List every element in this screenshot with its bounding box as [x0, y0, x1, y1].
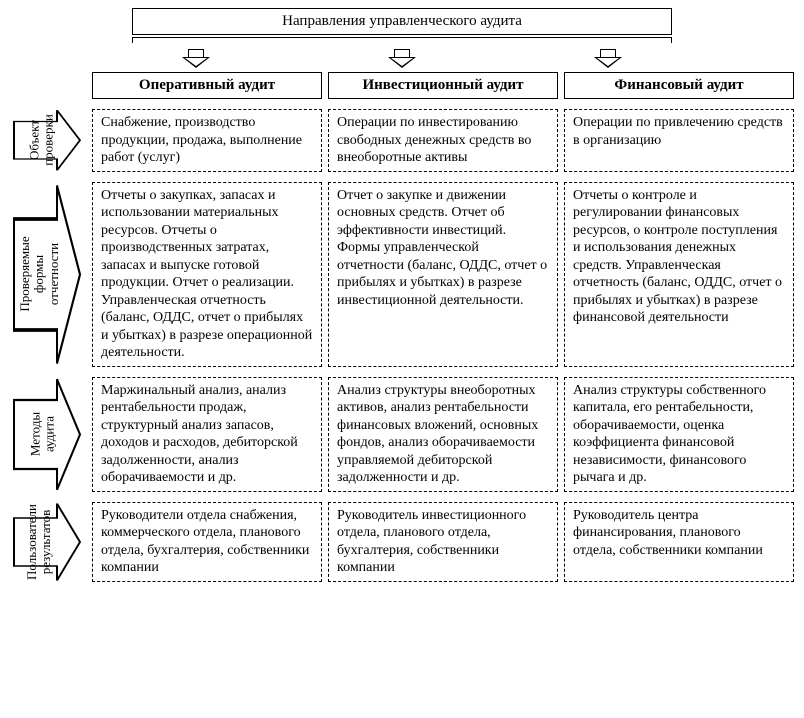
- cell: Руководитель инвестиционного отдела, пла…: [328, 502, 558, 582]
- cell: Отчеты о контроле и регулировании финанс…: [564, 182, 794, 367]
- cell: Анализ структуры внеоборотных активов, а…: [328, 377, 558, 492]
- chevron-down-icon: [388, 49, 416, 68]
- chevron-down-icon: [594, 49, 622, 68]
- cell: Руководитель центра финансирования, план…: [564, 502, 794, 582]
- row-label: Методыаудита: [8, 377, 86, 492]
- cell: Операции по привлечению средств в органи…: [564, 109, 794, 172]
- cell: Отчеты о закупках, запасах и использован…: [92, 182, 322, 367]
- title-bracket: [132, 37, 672, 49]
- row-label-text: Методыаудита: [28, 412, 57, 456]
- cell: Снабжение, производство продукции, прода…: [92, 109, 322, 172]
- column-header: Оперативный аудит: [92, 72, 322, 99]
- cell: Руководители отдела снабжения, коммерчес…: [92, 502, 322, 582]
- row-label: Пользователирезультатов: [8, 502, 86, 582]
- column-header: Финансовый аудит: [564, 72, 794, 99]
- row-label-text: Пользователирезультатов: [25, 504, 54, 580]
- cell: Отчет о закупке и движении основных сред…: [328, 182, 558, 367]
- column-header: Инвестиционный аудит: [328, 72, 558, 99]
- row-label-text: Объектпроверки: [28, 114, 57, 166]
- row-label: Проверяемыеформыотчетности: [8, 182, 86, 367]
- row-label-text: Проверяемыеформыотчетности: [18, 236, 61, 311]
- diagram-grid: Оперативный аудит Инвестиционный аудит Ф…: [8, 72, 796, 582]
- down-arrow-row: [132, 49, 672, 68]
- diagram-title-text: Направления управленческого аудита: [282, 13, 522, 29]
- cell: Операции по инвестированию свободных ден…: [328, 109, 558, 172]
- row-label: Объектпроверки: [8, 109, 86, 172]
- diagram-title: Направления управленческого аудита: [132, 8, 672, 35]
- cell: Анализ структуры собственного капитала, …: [564, 377, 794, 492]
- chevron-down-icon: [182, 49, 210, 68]
- cell: Маржинальный анализ, анализ рентабельнос…: [92, 377, 322, 492]
